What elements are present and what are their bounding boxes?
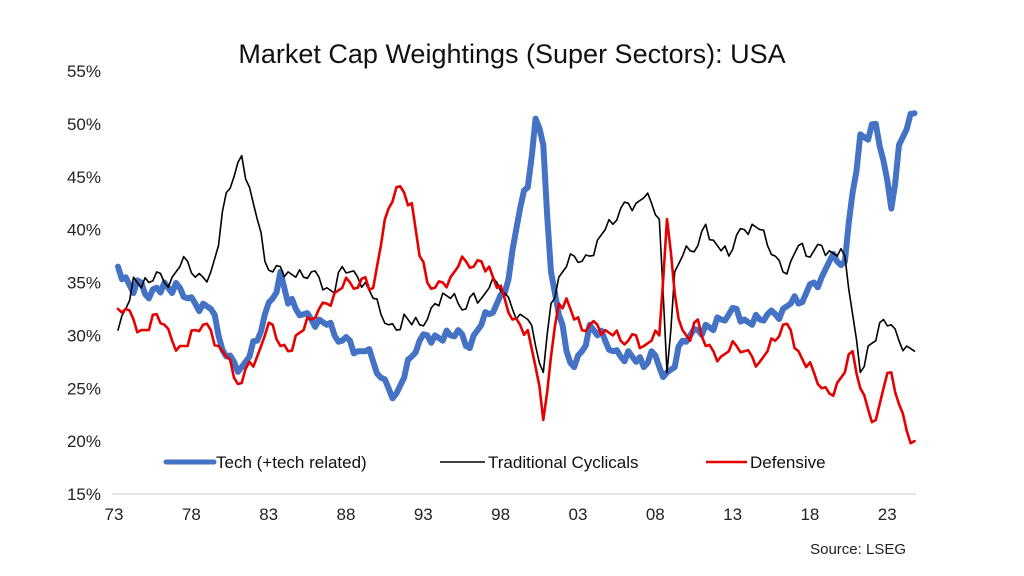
y-axis: 15% 20% 25% 30% 35% 40% 45% 50% 55% [67,62,101,504]
legend-label-defensive: Defensive [750,453,826,472]
x-axis: 73 78 83 88 93 98 03 08 13 18 23 [105,505,897,524]
x-tick-label: 83 [259,505,278,524]
series-line-cyclicals [117,154,916,374]
series-group [115,110,918,445]
y-tick-label: 20% [67,432,101,451]
legend-item-cyclicals: Traditional Cyclicals [440,453,639,472]
chart-title: Market Cap Weightings (Super Sectors): U… [238,39,785,69]
y-tick-label: 25% [67,379,101,398]
x-tick-label: 23 [878,505,897,524]
legend-label-tech: Tech (+tech related) [216,453,367,472]
y-tick-label: 45% [67,168,101,187]
x-tick-label: 98 [491,505,510,524]
x-tick-label: 78 [182,505,201,524]
y-tick-label: 40% [67,221,101,240]
x-tick-label: 08 [646,505,665,524]
x-tick-label: 88 [337,505,356,524]
series-line-defensive [116,185,916,445]
x-tick-label: 73 [105,505,124,524]
legend-item-tech: Tech (+tech related) [163,453,367,472]
legend: Tech (+tech related) Traditional Cyclica… [163,453,826,472]
x-tick-label: 03 [568,505,587,524]
x-tick-label: 18 [800,505,819,524]
x-tick-label: 93 [414,505,433,524]
series-line-tech [115,110,918,402]
y-tick-label: 50% [67,115,101,134]
y-tick-label: 55% [67,62,101,81]
y-tick-label: 15% [67,485,101,504]
x-tick-label: 13 [723,505,742,524]
y-tick-label: 30% [67,326,101,345]
legend-label-cyclicals: Traditional Cyclicals [488,453,639,472]
y-tick-label: 35% [67,274,101,293]
source-note: Source: LSEG [810,541,906,558]
legend-item-defensive: Defensive [706,453,826,472]
